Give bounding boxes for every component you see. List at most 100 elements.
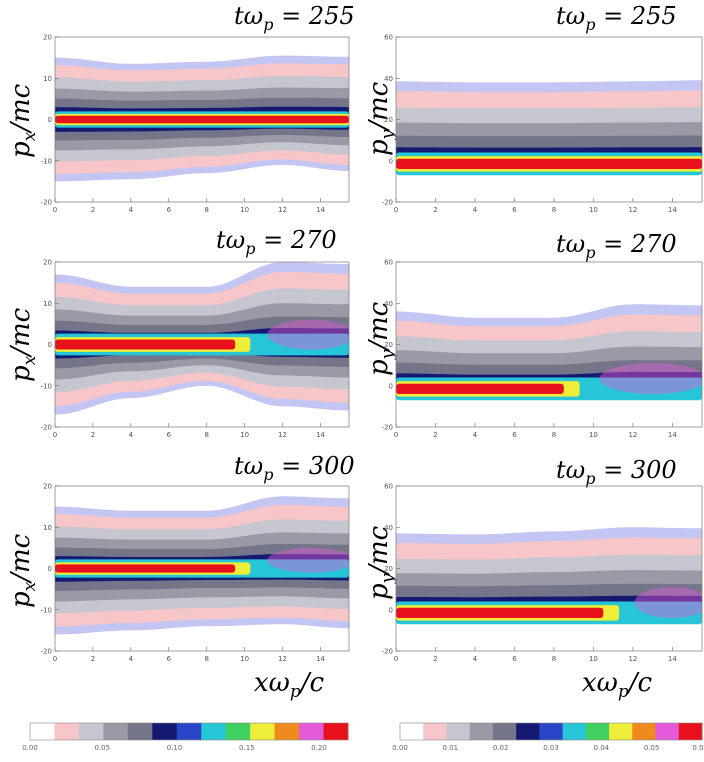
colorbar-swatch (274, 723, 300, 740)
y-tick-label: -20 (382, 424, 393, 432)
colorbar-swatch (585, 723, 610, 740)
colorbar-swatch (469, 723, 494, 740)
colorbar-swatch (400, 723, 424, 740)
x-tick-label: 6 (512, 655, 517, 663)
y-tick-label: 20 (43, 259, 52, 267)
x-tick-label: 8 (205, 431, 209, 439)
x-tick-label: 4 (129, 206, 134, 214)
y-tick-label: 40 (384, 75, 393, 83)
x-tick-label: 6 (512, 206, 517, 214)
x-tick-label: 8 (205, 655, 209, 663)
colorbar-swatch (78, 723, 104, 740)
x-tick-label: 14 (316, 655, 325, 663)
colorbar-swatch (127, 723, 153, 740)
x-tick-label: 4 (473, 431, 478, 439)
x-tick-label: 0 (394, 206, 398, 214)
colorbar-tick-label: 0.05 (94, 744, 110, 752)
y-tick-label: -20 (41, 648, 52, 656)
x-tick-label: 4 (129, 655, 134, 663)
colorbar-tick-label: 0.02 (493, 744, 509, 752)
colorbar-swatch (492, 723, 517, 740)
x-tick-label: 2 (433, 655, 437, 663)
colorbar-frame (29, 722, 349, 741)
beam-core (396, 607, 604, 618)
y-tick-label: 0 (48, 116, 52, 124)
plot-area-py-255 (396, 80, 702, 176)
beam-core (396, 158, 702, 169)
y-tick-label: 0 (48, 565, 52, 573)
x-tick-label: 2 (433, 206, 437, 214)
x-tick-label: 0 (53, 655, 57, 663)
panel-title-py-270: tωp = 270 (556, 230, 677, 262)
x-tick-label: 12 (278, 206, 287, 214)
y-tick-label: -10 (41, 382, 52, 390)
x-tick-label: 14 (668, 206, 677, 214)
colorbar-tick-label: 0.20 (311, 744, 327, 752)
x-tick-label: 10 (589, 206, 598, 214)
x-tick-label: 0 (394, 655, 398, 663)
x-tick-label: 0 (53, 431, 57, 439)
colorbar-swatch (516, 723, 540, 740)
x-tick-label: 6 (167, 206, 172, 214)
x-tick-label: 2 (433, 431, 437, 439)
colorbar-swatch (323, 723, 349, 740)
colorbar-swatch (609, 723, 633, 740)
x-tick-label: 14 (668, 655, 677, 663)
colorbar-swatch (632, 723, 657, 740)
colorbar-tick-label: 0.00 (22, 744, 38, 752)
x-tick-label: 8 (552, 431, 556, 439)
x-tick-label: 2 (91, 206, 95, 214)
x-tick-label: 2 (91, 655, 95, 663)
x-tick-label: 0 (53, 206, 57, 214)
y-tick-label: 0 (389, 606, 393, 614)
x-tick-label: 14 (316, 206, 325, 214)
y-tick-label: -10 (41, 606, 52, 614)
panel-title-px-255: tωp = 255 (234, 2, 355, 34)
beam-core (55, 564, 236, 573)
colorbar-tick-label: 0.01 (443, 744, 459, 752)
plot-area-px-300 (55, 496, 349, 635)
beam-core (55, 115, 349, 124)
y-tick-label: -20 (382, 199, 393, 207)
x-tick-label: 0 (394, 431, 398, 439)
x-axis-label-left: xωp/c (254, 668, 325, 703)
panel-title-py-255: tωp = 255 (556, 2, 677, 34)
colorbar-swatch (54, 723, 80, 740)
x-tick-label: 12 (628, 431, 637, 439)
colorbar-frame (399, 722, 703, 741)
plot-area-py-270 (396, 304, 702, 401)
y-tick-label: 0 (389, 157, 393, 165)
colorbar-swatch (655, 723, 680, 740)
colorbar-swatch (30, 723, 55, 740)
y-tick-label: 20 (43, 483, 52, 491)
beam-core (396, 383, 564, 394)
colorbar-swatch (103, 723, 129, 740)
y-tick-label: -10 (41, 157, 52, 165)
colorbar-tick-label: 0.15 (239, 744, 255, 752)
colorbar-swatch (539, 723, 564, 740)
y-tick-label: 40 (384, 524, 393, 532)
y-tick-label: 0 (389, 382, 393, 390)
x-axis-label-right: xωp/c (582, 668, 653, 703)
x-tick-label: 6 (512, 431, 517, 439)
y-tick-label: 40 (384, 300, 393, 308)
plot-area-px-255 (55, 55, 349, 182)
x-tick-label: 4 (473, 206, 478, 214)
x-tick-label: 8 (552, 655, 556, 663)
colorbar-swatch (225, 723, 251, 740)
panel-title-py-300: tωp = 300 (556, 456, 677, 488)
colorbar-tick-label: 0.10 (167, 744, 183, 752)
x-tick-label: 12 (278, 431, 287, 439)
x-tick-label: 10 (589, 431, 598, 439)
colorbar-swatch (423, 723, 447, 740)
colorbar-swatch (299, 723, 325, 740)
x-tick-label: 10 (240, 206, 249, 214)
colorbar-swatch (201, 723, 227, 740)
x-tick-label: 4 (129, 431, 134, 439)
colorbar-tick-label: 0.00 (392, 744, 408, 752)
x-tick-label: 10 (240, 655, 249, 663)
x-tick-label: 10 (240, 431, 249, 439)
plot-area-py-300 (396, 527, 702, 625)
beam-core (55, 339, 236, 350)
